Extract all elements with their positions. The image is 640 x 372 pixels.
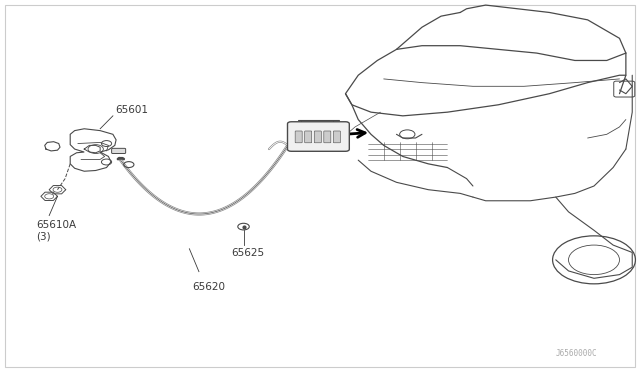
FancyBboxPatch shape <box>287 122 349 151</box>
Text: 65610A: 65610A <box>36 220 77 230</box>
FancyBboxPatch shape <box>295 131 302 143</box>
Text: 65620: 65620 <box>193 282 225 292</box>
FancyBboxPatch shape <box>111 148 125 154</box>
Text: J6560000C: J6560000C <box>556 349 597 358</box>
FancyBboxPatch shape <box>324 131 331 143</box>
Text: (3): (3) <box>36 231 51 241</box>
Text: 65625: 65625 <box>231 248 264 258</box>
FancyBboxPatch shape <box>305 131 312 143</box>
FancyBboxPatch shape <box>314 131 321 143</box>
FancyBboxPatch shape <box>333 131 340 143</box>
Text: 65601: 65601 <box>115 105 148 115</box>
